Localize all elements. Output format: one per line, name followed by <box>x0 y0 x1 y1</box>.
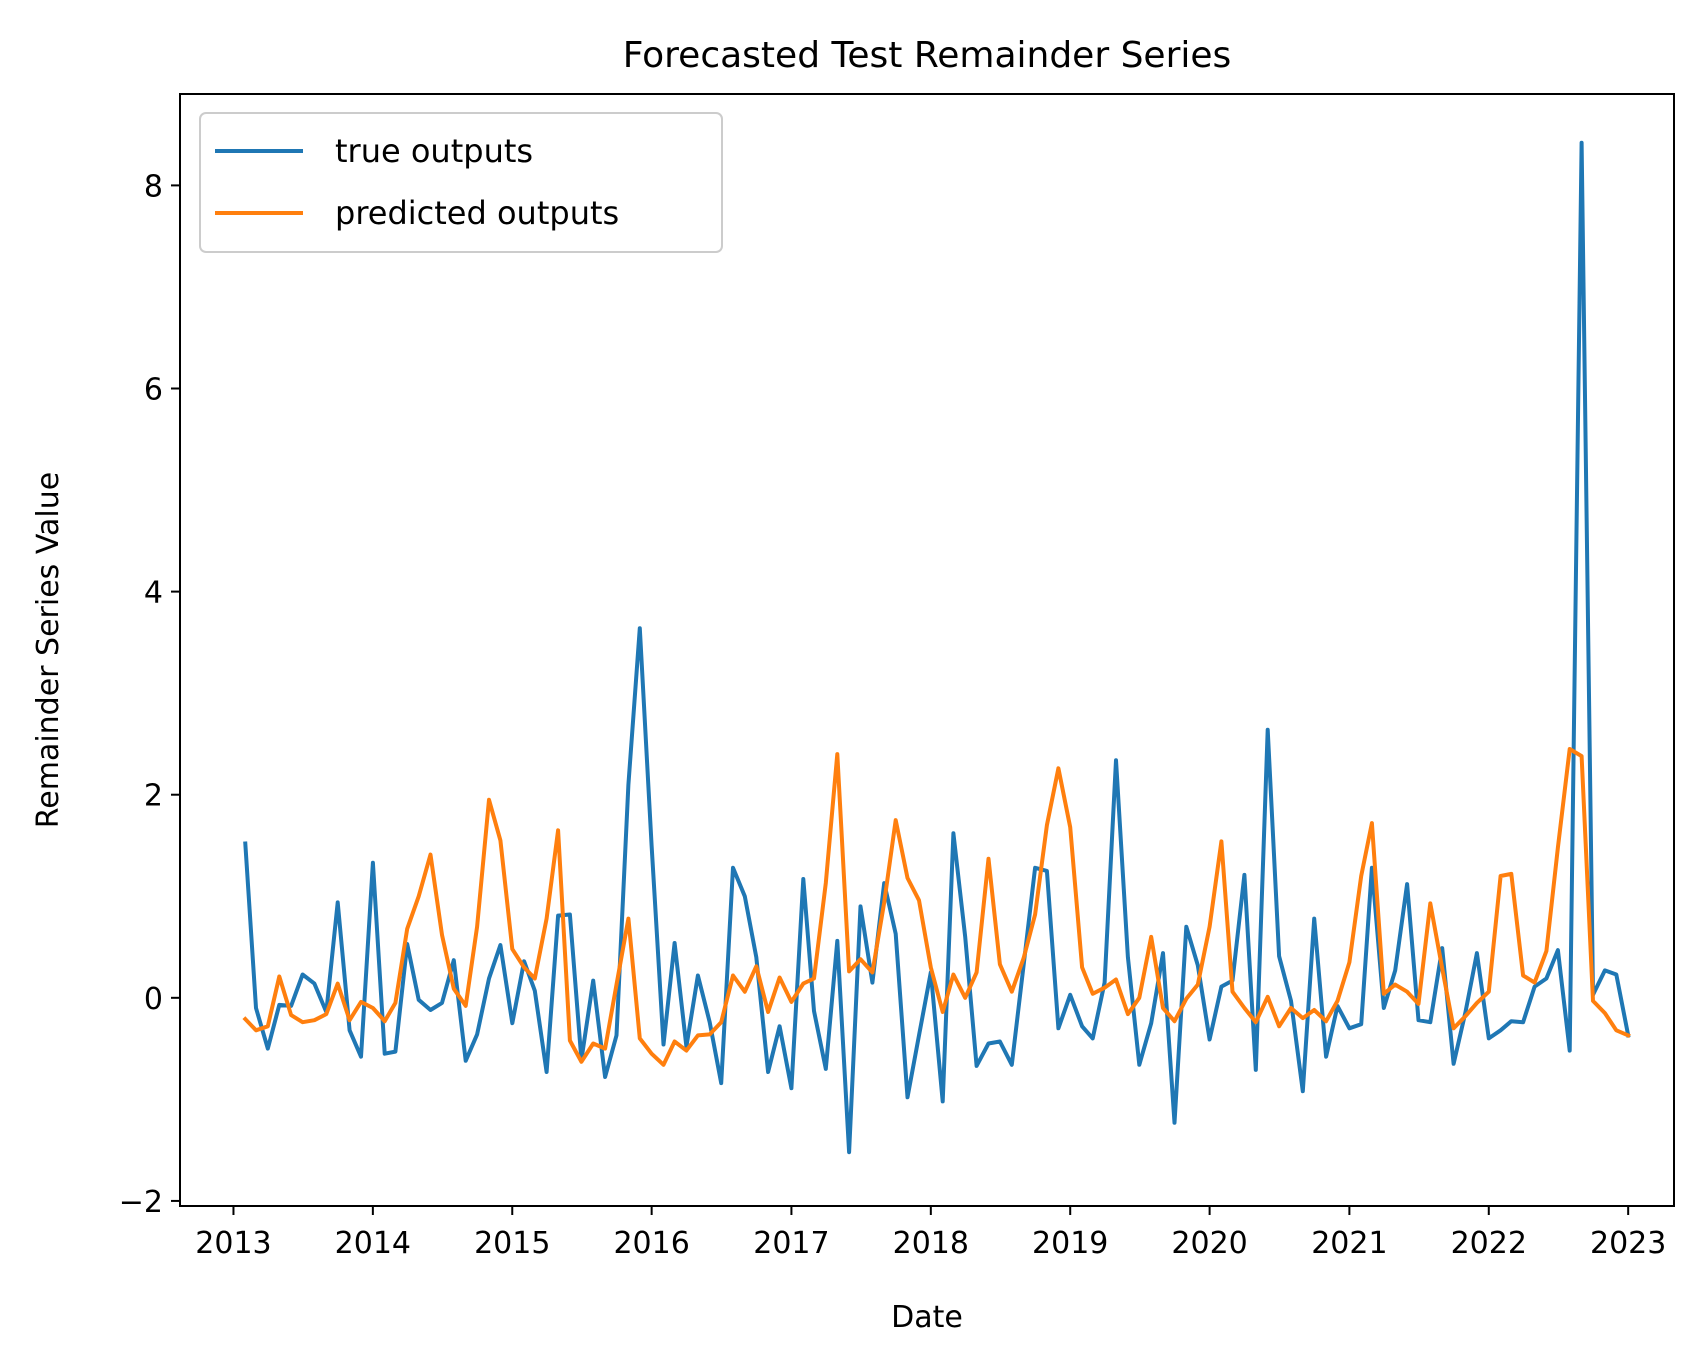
x-tick-label: 2014 <box>335 1226 411 1261</box>
legend-label-true: true outputs <box>335 132 533 170</box>
chart-title: Forecasted Test Remainder Series <box>623 35 1232 76</box>
y-tick-label: 4 <box>144 576 163 611</box>
x-tick-label: 2017 <box>753 1226 829 1261</box>
y-tick-label: 2 <box>144 779 163 814</box>
series-line-predicted-outputs <box>242 747 1631 1067</box>
legend-label-predicted: predicted outputs <box>335 194 619 232</box>
x-tick-label: 2016 <box>613 1226 689 1261</box>
x-tick-label: 2019 <box>1032 1226 1108 1261</box>
x-tick-label: 2021 <box>1311 1226 1387 1261</box>
y-tick-label: −2 <box>119 1185 163 1220</box>
y-tick-label: 0 <box>144 982 163 1017</box>
y-axis-title: Remainder Series Value <box>31 472 66 828</box>
x-tick-label: 2015 <box>474 1226 550 1261</box>
y-axis: −2 0 2 4 6 8 <box>119 169 180 1220</box>
legend: true outputs predicted outputs <box>199 112 723 253</box>
series-line-true-outputs <box>243 140 1631 1155</box>
x-tick-label: 2023 <box>1590 1226 1666 1261</box>
x-tick-label: 2020 <box>1171 1226 1247 1261</box>
legend-box <box>199 112 723 253</box>
y-tick-label: 6 <box>144 373 163 408</box>
y-tick-label: 8 <box>144 169 163 204</box>
x-tick-label: 2013 <box>195 1226 271 1261</box>
x-tick-label: 2022 <box>1451 1226 1527 1261</box>
axes-frame <box>179 93 1675 1207</box>
plot-area <box>242 140 1631 1155</box>
x-axis: 2013 2014 2015 2016 2017 2018 2019 2020 2021 2022… <box>195 1206 1666 1261</box>
x-axis-title: Date <box>891 1300 963 1335</box>
x-tick-label: 2018 <box>893 1226 969 1261</box>
